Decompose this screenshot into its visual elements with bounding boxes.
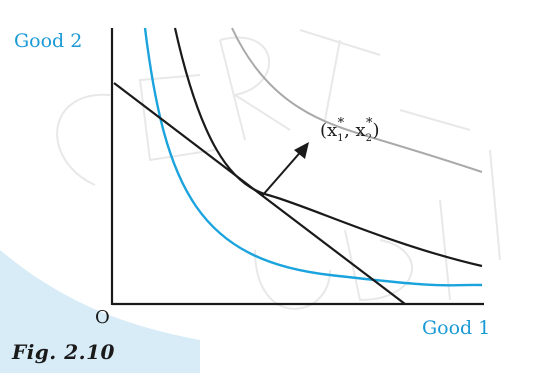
watermark [56, 29, 501, 310]
indifference-curve-low [143, 27, 483, 287]
optimum-label-mid: , x [344, 120, 366, 141]
indifference-curve-high [231, 27, 483, 173]
gradient-arrow [261, 147, 305, 197]
budget-line [113, 82, 406, 305]
x-axis-label: Good 1 [422, 317, 490, 339]
optimum-label-open: (x [320, 120, 337, 141]
indifference-curve-mid [173, 27, 483, 268]
y-axis-label: Good 2 [14, 30, 82, 52]
optimum-label-sub2: 2 [366, 133, 372, 144]
optimum-label-sup1: * [338, 116, 345, 131]
origin-label: O [95, 307, 110, 328]
optimum-label: (x1 *, x2 *) [320, 116, 380, 144]
arrow-head [294, 142, 309, 159]
optimum-label-sup2: * [366, 116, 373, 131]
background-band [0, 250, 200, 373]
figure-caption: Fig. 2.10 [12, 340, 115, 364]
optimum-label-close: ) [373, 120, 380, 141]
optimum-label-sub1: 1 [337, 133, 343, 144]
